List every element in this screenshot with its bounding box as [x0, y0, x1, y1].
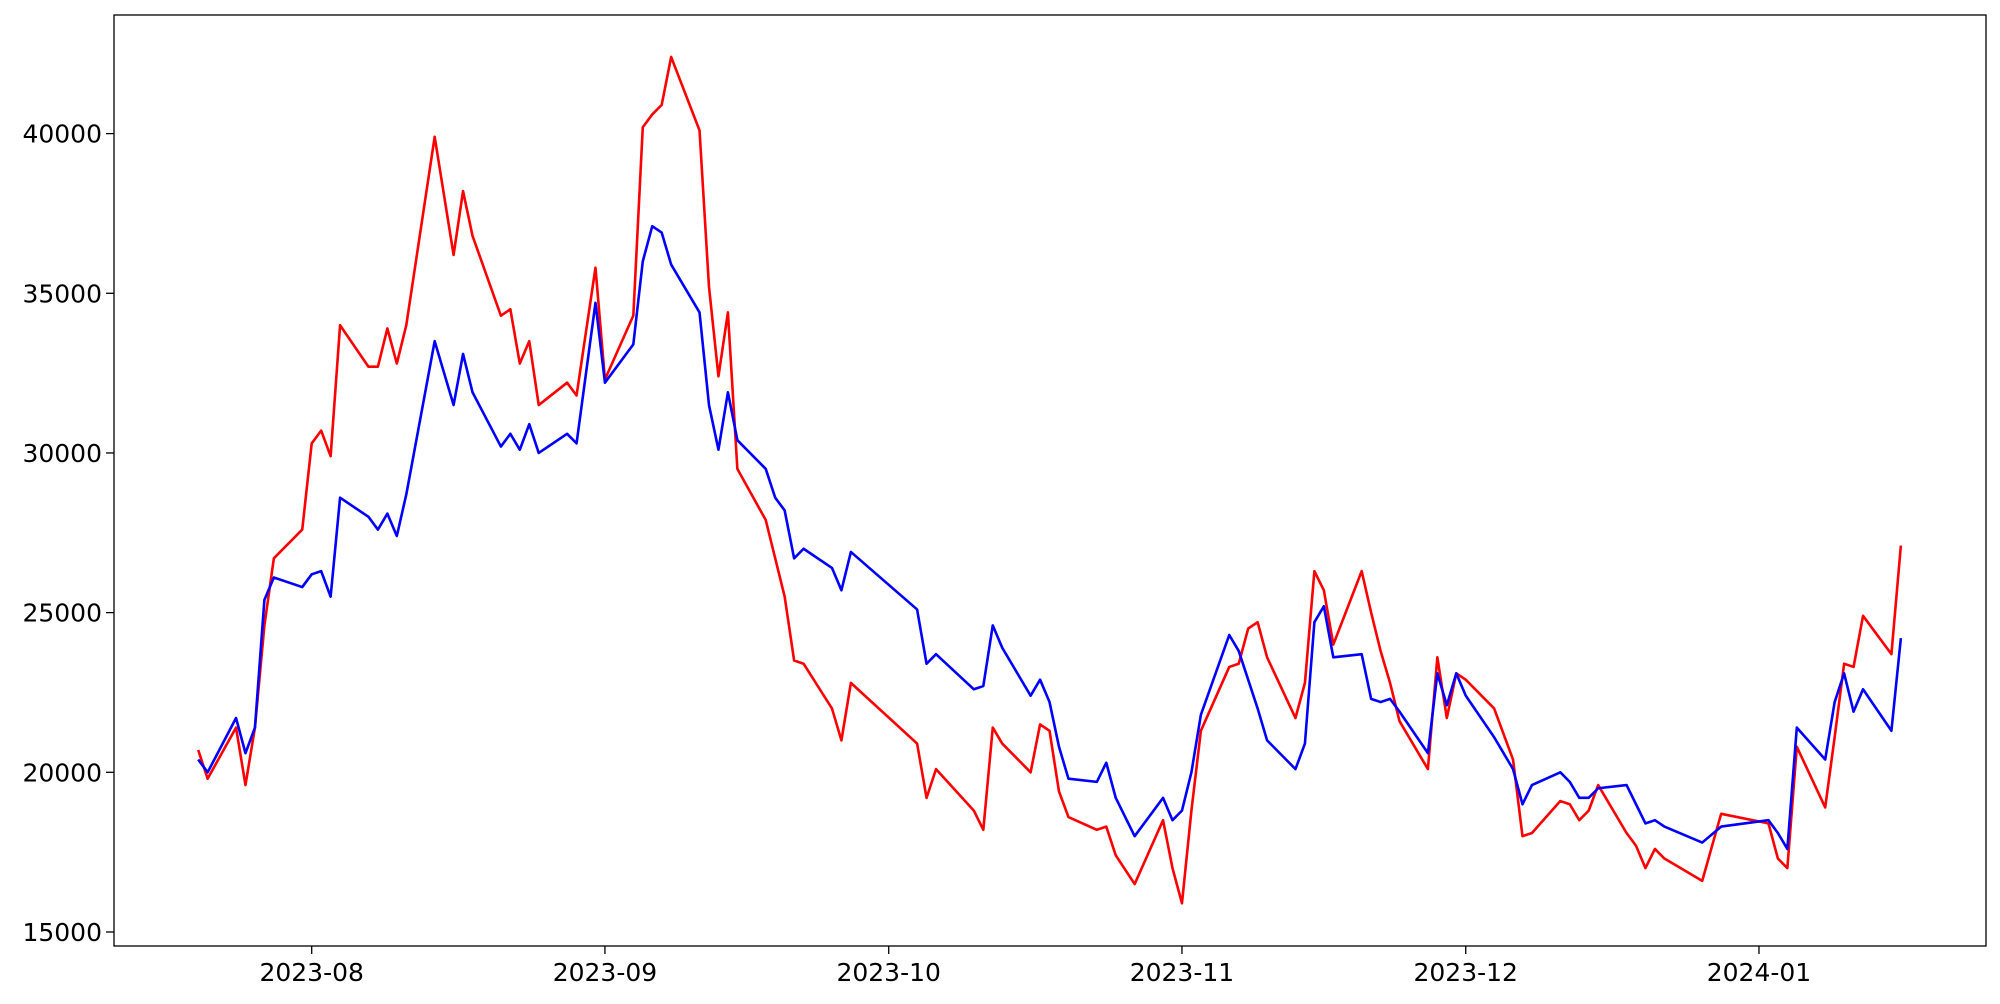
line-series [197, 224, 1903, 851]
x-tick-label: 2023-10 [836, 958, 940, 987]
y-tick-label: 25000 [22, 599, 102, 628]
x-tick-label: 2023-09 [553, 958, 657, 987]
x-tick-label: 2023-11 [1130, 958, 1234, 987]
plot-frame [113, 14, 1987, 947]
x-tick-label: 2023-08 [259, 958, 363, 987]
y-tick-label: 30000 [22, 439, 102, 468]
y-tick-label: 15000 [22, 918, 102, 947]
x-tick-label: 2024-01 [1707, 958, 1811, 987]
line-series [196, 55, 1903, 905]
x-tick-label: 2023-12 [1414, 958, 1518, 987]
y-tick-label: 35000 [22, 279, 102, 308]
y-tick-label: 20000 [22, 758, 102, 787]
y-tick-label: 40000 [22, 120, 102, 149]
